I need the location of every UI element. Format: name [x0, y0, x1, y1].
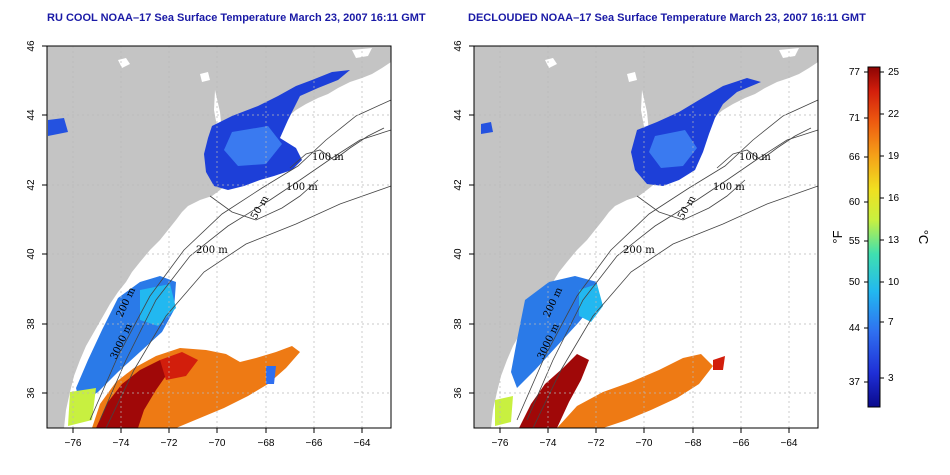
x-tick-label: −72 — [588, 438, 605, 449]
x-tick-label: −68 — [685, 438, 702, 449]
y-tick-label: 44 — [26, 109, 37, 121]
lake — [200, 72, 210, 82]
celsius-tick-label: 25 — [888, 67, 900, 78]
fahrenheit-tick-label: 66 — [849, 152, 861, 163]
right-panel-title: DECLOUDED NOAA–17 Sea Surface Temperatur… — [468, 12, 866, 24]
fahrenheit-tick-label: 55 — [849, 236, 861, 247]
land-mass — [47, 46, 391, 428]
x-tick-labels: −76 −74 −72 −70 −68 −66 −64 — [65, 438, 371, 449]
y-tick-label: 36 — [453, 387, 464, 399]
sst-patch — [48, 118, 68, 136]
land-mass — [474, 46, 818, 428]
celsius-tick-label: 10 — [888, 277, 900, 288]
fahrenheit-tick-label: 77 — [849, 67, 861, 78]
fahrenheit-tick-label: 37 — [849, 377, 861, 388]
colorbar-ticks — [864, 71, 884, 383]
x-tick-labels: −76 −74 −72 −70 −68 −66 −64 — [492, 438, 798, 449]
celsius-tick-labels: 25 22 19 16 13 10 7 3 — [888, 67, 900, 384]
celsius-tick-label: 7 — [888, 317, 894, 328]
lake — [214, 90, 222, 132]
x-tick-label: −64 — [354, 438, 371, 449]
celsius-tick-label: 22 — [888, 109, 900, 120]
left-panel-title: RU COOL NOAA–17 Sea Surface Temperature … — [47, 12, 426, 24]
axis-ticks — [42, 45, 363, 433]
contour-label: 100 m — [739, 152, 771, 163]
bathymetry-contours — [89, 99, 392, 429]
sst-patch — [68, 388, 96, 426]
x-tick-label: −72 — [161, 438, 178, 449]
celsius-tick-label: 13 — [888, 235, 900, 246]
lake — [118, 58, 130, 68]
y-tick-label: 40 — [453, 248, 464, 260]
lake — [627, 72, 637, 82]
lake — [641, 90, 649, 132]
sst-patch — [495, 396, 513, 426]
coastal-cool-water — [511, 276, 597, 388]
contour-label: 100 m — [312, 152, 344, 163]
fahrenheit-tick-label: 44 — [849, 323, 861, 334]
x-tick-label: −76 — [65, 438, 82, 449]
celsius-tick-label: 16 — [888, 193, 900, 204]
y-tick-labels: 46 44 42 40 38 36 — [453, 40, 464, 399]
sst-patch — [266, 366, 276, 384]
map-frame — [473, 45, 819, 429]
lake — [545, 58, 557, 68]
bathymetry-contours — [516, 99, 819, 429]
sst-patch — [579, 284, 603, 322]
sst-patch — [713, 356, 725, 370]
right-map-panel: 100 m 100 m 50 m 200 m 3000 m 200 m −76 … — [453, 40, 819, 449]
x-tick-label: −70 — [636, 438, 653, 449]
x-tick-label: −68 — [258, 438, 275, 449]
temperature-colorbar: 77 71 66 60 55 50 44 37 25 22 19 16 13 1… — [830, 66, 931, 408]
fahrenheit-tick-label: 50 — [849, 277, 861, 288]
y-tick-label: 42 — [26, 179, 37, 191]
sst-patch — [649, 130, 697, 168]
y-tick-label: 46 — [453, 40, 464, 52]
gulf-stream-warm-water — [557, 354, 713, 428]
y-tick-label: 42 — [453, 179, 464, 191]
celsius-unit-label: °C — [916, 230, 931, 245]
x-tick-label: −66 — [306, 438, 323, 449]
x-tick-label: −74 — [540, 438, 557, 449]
y-tick-label: 46 — [26, 40, 37, 52]
fahrenheit-unit-label: °F — [830, 230, 845, 243]
x-tick-label: −66 — [733, 438, 750, 449]
contour-label: 200 m — [623, 245, 655, 256]
y-tick-label: 44 — [453, 109, 464, 121]
colorbar-gradient — [867, 66, 881, 408]
fahrenheit-tick-label: 60 — [849, 197, 861, 208]
fahrenheit-tick-labels: 77 71 66 60 55 50 44 37 — [849, 67, 861, 388]
x-tick-label: −74 — [113, 438, 130, 449]
x-tick-label: −64 — [781, 438, 798, 449]
contour-label: 100 m — [286, 182, 318, 193]
x-tick-label: −76 — [492, 438, 509, 449]
y-tick-label: 38 — [453, 318, 464, 330]
sst-patch — [224, 126, 282, 166]
y-tick-label: 36 — [26, 387, 37, 399]
y-tick-label: 40 — [26, 248, 37, 260]
sst-patch — [140, 284, 176, 326]
y-tick-label: 38 — [26, 318, 37, 330]
celsius-tick-label: 19 — [888, 151, 900, 162]
contour-label: 100 m — [713, 182, 745, 193]
axis-ticks — [469, 45, 790, 433]
left-map-panel: 100 m 100 m 50 m 200 m 3000 m 200 m −76 … — [26, 40, 392, 449]
map-frame — [46, 45, 392, 429]
gulf-stream-core — [519, 354, 589, 428]
y-tick-labels: 46 44 42 40 38 36 — [26, 40, 37, 399]
sst-patch — [481, 122, 493, 134]
sst-patch — [160, 352, 198, 380]
lat-lon-grid — [474, 46, 818, 428]
x-tick-label: −70 — [209, 438, 226, 449]
contour-label: 200 m — [196, 245, 228, 256]
fahrenheit-tick-label: 71 — [849, 113, 861, 124]
lat-lon-grid — [47, 46, 391, 428]
celsius-tick-label: 3 — [888, 373, 894, 384]
